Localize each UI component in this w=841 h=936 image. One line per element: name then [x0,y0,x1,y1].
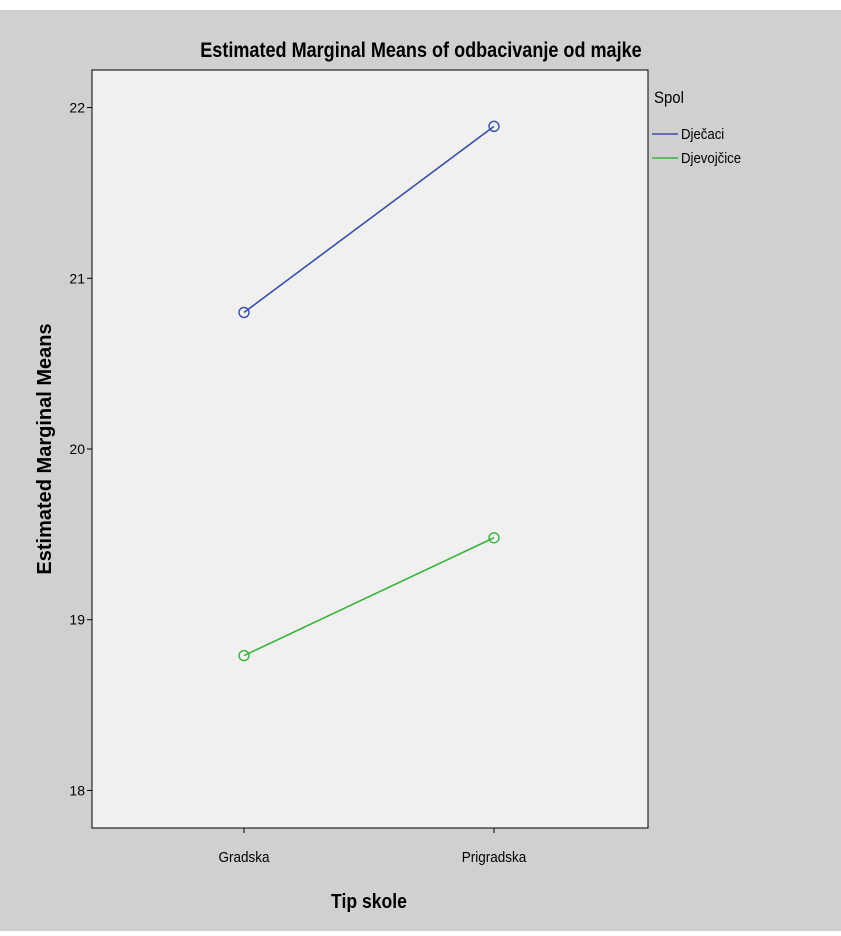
y-tick-label: 19 [69,612,85,628]
plot-area [91,69,649,829]
series-1-marker [238,306,250,319]
x-axis-label: Tip skole [331,890,407,912]
chart-title: Estimated Marginal Means of odbacivanje … [200,39,642,63]
legend: Spol Dječaci Djevojčice [652,89,741,166]
series-2-marker [488,532,500,544]
x-tick-label: Gradska [219,849,270,866]
legend-label: Dječaci [681,125,724,142]
series-layer [238,120,500,662]
y-tick-label: 20 [69,441,85,457]
series-line-1 [243,125,495,314]
legend-title: Spol [654,89,684,107]
y-tick-label: 21 [69,270,85,286]
y-tick-label: 18 [69,782,85,798]
y-axis-ticks: 18 19 20 21 22 [69,100,92,798]
x-tick-label: Prigradska [462,849,527,866]
y-tick-label: 22 [69,100,85,116]
legend-items: Dječaci Djevojčice [652,125,741,166]
y-axis-label: Estimated Marginal Means [34,323,56,574]
legend-label: Djevojčice [681,149,741,166]
x-axis-ticks: Gradska Prigradska [219,828,527,866]
series-2-marker [238,649,250,662]
series-1-marker [488,120,500,133]
series-line-2 [243,537,495,657]
